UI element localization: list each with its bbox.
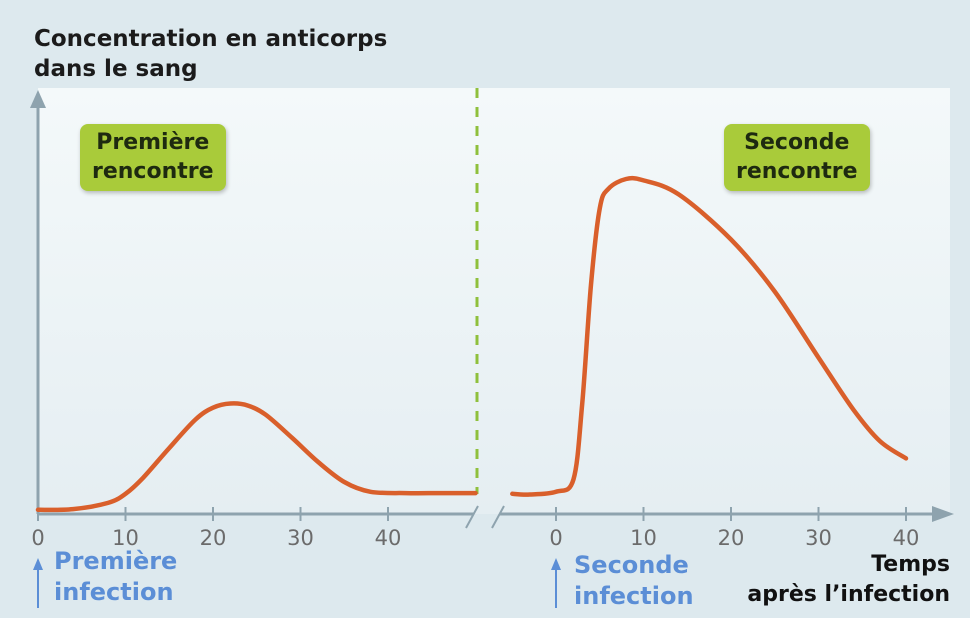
x-tick-label: 40: [893, 526, 920, 550]
antibody-curve-first: [35, 401, 478, 513]
x-tick-label: 20: [718, 526, 745, 550]
y-axis-label: Concentration en anticorps dans le sang: [34, 26, 388, 82]
axis-break-mark: [491, 505, 505, 529]
x-axis-label: Temps après l’infection: [747, 552, 950, 607]
x-tick-label: 10: [630, 526, 657, 550]
antibody-curve-second: [510, 175, 909, 497]
first-encounter-label: Première rencontre: [92, 130, 214, 184]
second-encounter-label: Seconde rencontre: [736, 130, 858, 184]
y-axis-arrowhead: [30, 90, 46, 108]
second-infection-arrowhead: [551, 558, 561, 570]
x-tick-label: 30: [287, 526, 314, 550]
x-tick-label: 10: [112, 526, 139, 550]
x-axis-arrowhead: [932, 506, 954, 522]
x-tick-label: 40: [375, 526, 402, 550]
x-tick-label: 20: [200, 526, 227, 550]
second-infection-label: Seconde infection: [574, 551, 694, 610]
x-tick-label: 0: [549, 526, 562, 550]
axis-break-mark: [465, 505, 479, 529]
x-tick-label: 0: [31, 526, 44, 550]
second-encounter-badge: Seconde rencontre: [724, 124, 870, 191]
first-encounter-badge: Première rencontre: [80, 124, 226, 191]
first-infection-label: Première infection: [54, 547, 178, 606]
x-tick-label: 30: [805, 526, 832, 550]
first-infection-arrowhead: [33, 558, 43, 570]
